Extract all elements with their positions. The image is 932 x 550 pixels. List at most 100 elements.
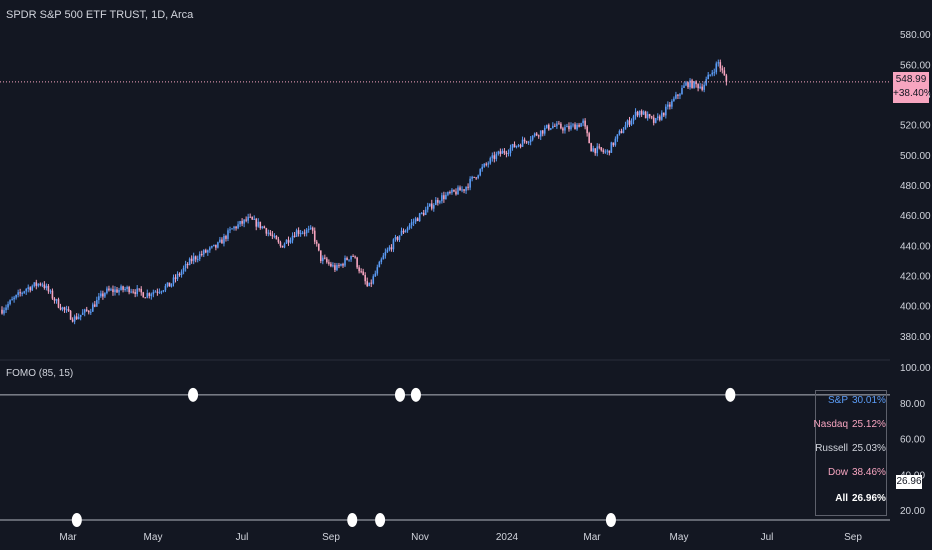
- candle-body: [616, 134, 619, 139]
- candle-body: [83, 309, 86, 313]
- candle-body: [475, 177, 477, 179]
- candle-body: [118, 289, 120, 293]
- last-price-tag: 548.99 +38.40%: [893, 72, 932, 103]
- candle-body: [441, 195, 443, 202]
- candle-body: [57, 299, 60, 308]
- candle-body: [100, 293, 102, 297]
- candle-body: [11, 299, 13, 301]
- candle-body: [204, 250, 207, 253]
- candle-body: [372, 276, 375, 284]
- candle-body: [493, 155, 496, 159]
- candle-body: [106, 288, 108, 294]
- candle-body: [487, 163, 490, 165]
- candle-body: [319, 250, 322, 261]
- candle-body: [687, 82, 689, 88]
- candle-body: [313, 230, 316, 242]
- candle-body: [550, 128, 552, 130]
- candle-body: [507, 152, 510, 154]
- candle-body: [432, 205, 435, 209]
- candle-body: [164, 285, 167, 291]
- candle-body: [392, 239, 395, 250]
- candle-body: [552, 125, 554, 129]
- time-tick-label: Mar: [59, 532, 77, 543]
- candle-body: [94, 304, 96, 307]
- candle-body: [7, 304, 9, 308]
- candle-body: [505, 152, 508, 154]
- candle-body: [295, 230, 298, 237]
- candle-body: [594, 148, 597, 154]
- candle-body: [473, 176, 475, 178]
- price-tick-label: 380.00: [900, 332, 931, 343]
- candle-body: [77, 316, 80, 320]
- candle-body: [19, 292, 21, 294]
- candle-body: [188, 258, 191, 266]
- price-tick-label: 500.00: [900, 151, 931, 162]
- candle-body: [360, 271, 362, 273]
- candle-body: [190, 258, 193, 262]
- table-row: Nasdaq 25.12%: [814, 419, 886, 435]
- candle-body: [338, 265, 340, 267]
- candle-body: [317, 243, 320, 251]
- fomo-tick-label: 80.00: [900, 399, 925, 410]
- candle-body: [368, 282, 371, 286]
- candle-body: [521, 139, 524, 147]
- price-candles: [1, 59, 728, 325]
- candle-body: [515, 145, 518, 148]
- candle-body: [265, 228, 268, 234]
- candle-body: [233, 226, 235, 229]
- candle-body: [584, 120, 586, 127]
- candle-body: [202, 250, 205, 255]
- extreme-marker: [725, 387, 736, 402]
- row-value: 30.01%: [852, 395, 886, 406]
- candle-body: [489, 158, 492, 164]
- candle-body: [98, 296, 100, 301]
- candle-body: [477, 175, 479, 178]
- candle-body: [176, 273, 179, 279]
- candle-body: [461, 189, 463, 191]
- candle-body: [340, 264, 342, 266]
- candle-body: [499, 151, 502, 154]
- candle-body: [491, 155, 494, 159]
- candle-body: [539, 130, 542, 137]
- candle-body: [576, 124, 578, 130]
- candle-body: [297, 230, 300, 234]
- candle-body: [469, 178, 471, 188]
- candle-body: [673, 98, 675, 102]
- fomo-tick-label: 20.00: [900, 506, 925, 517]
- fomo-tick-label: 60.00: [900, 435, 925, 446]
- candle-body: [588, 133, 590, 144]
- candle-body: [239, 221, 241, 225]
- candle-body: [513, 144, 516, 148]
- candle-body: [104, 293, 106, 297]
- candle-body: [301, 232, 304, 234]
- candle-body: [443, 195, 445, 200]
- candle-body: [519, 145, 522, 147]
- candle-body: [174, 277, 177, 279]
- row-name: All: [835, 493, 848, 504]
- candle-body: [221, 239, 223, 244]
- candle-body: [29, 287, 32, 291]
- candle-body: [406, 228, 409, 231]
- candle-body: [568, 125, 570, 130]
- extreme-marker: [188, 387, 199, 402]
- candle-body: [315, 241, 318, 244]
- extreme-marker: [395, 387, 405, 402]
- candle-body: [138, 288, 141, 290]
- candle-body: [31, 286, 34, 291]
- candle-body: [237, 224, 239, 229]
- candle-body: [471, 176, 473, 179]
- candle-body: [283, 243, 286, 248]
- candle-body: [483, 163, 486, 167]
- price-tick-label: 520.00: [900, 121, 931, 132]
- candle-body: [63, 307, 66, 310]
- candle-body: [305, 229, 308, 234]
- extreme-marker: [605, 513, 616, 527]
- candle-body: [366, 281, 369, 286]
- candle-body: [497, 151, 500, 154]
- price-tick-label: 580.00: [900, 30, 931, 41]
- candle-body: [348, 259, 350, 261]
- candle-body: [49, 290, 52, 292]
- candle-body: [380, 259, 383, 262]
- candle-body: [590, 143, 592, 152]
- candle-body: [592, 148, 594, 152]
